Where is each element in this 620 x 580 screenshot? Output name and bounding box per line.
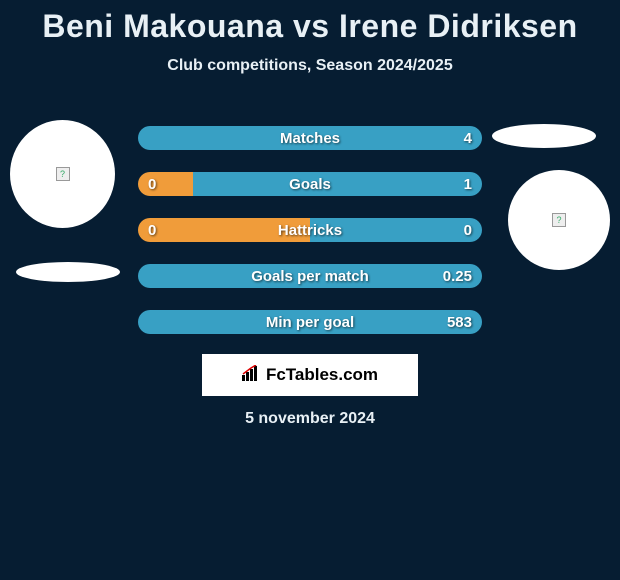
bar-label: Min per goal <box>138 310 482 334</box>
stat-bar: Min per goal583 <box>138 310 482 334</box>
bar-value-right: 0.25 <box>443 264 472 288</box>
bar-label: Hattricks <box>138 218 482 242</box>
placeholder-icon: ? <box>552 213 566 227</box>
player-right-avatar: ? <box>508 170 610 270</box>
stat-bar: Hattricks0 0 <box>138 218 482 242</box>
placeholder-icon: ? <box>56 167 70 181</box>
player-right-shadow <box>492 124 596 148</box>
player-right-block: ? <box>508 170 610 270</box>
page-title: Beni Makouana vs Irene Didriksen <box>0 0 620 45</box>
stat-bar: Goals0 1 <box>138 172 482 196</box>
bar-value-left: 0 <box>148 218 156 242</box>
stat-bars: Matches4Goals01Hattricks00Goals per matc… <box>138 126 482 356</box>
logo-text: FcTables.com <box>266 365 378 385</box>
stat-bar: Matches4 <box>138 126 482 150</box>
bar-value-right: 1 <box>464 172 472 196</box>
logo-chart-icon <box>242 365 262 386</box>
stat-bar: Goals per match0.25 <box>138 264 482 288</box>
player-left-avatar: ? <box>10 120 115 228</box>
bar-value-right: 0 <box>464 218 472 242</box>
logo-box: FcTables.com <box>202 354 418 396</box>
bar-label: Goals per match <box>138 264 482 288</box>
player-left-shadow <box>16 262 120 282</box>
bar-label: Matches <box>138 126 482 150</box>
page-subtitle: Club competitions, Season 2024/2025 <box>0 57 620 75</box>
date-text: 5 november 2024 <box>0 410 620 428</box>
bar-value-right: 583 <box>447 310 472 334</box>
bar-label: Goals <box>138 172 482 196</box>
player-left-block: ? <box>10 120 120 282</box>
bar-value-left: 0 <box>148 172 156 196</box>
bar-value-right: 4 <box>464 126 472 150</box>
